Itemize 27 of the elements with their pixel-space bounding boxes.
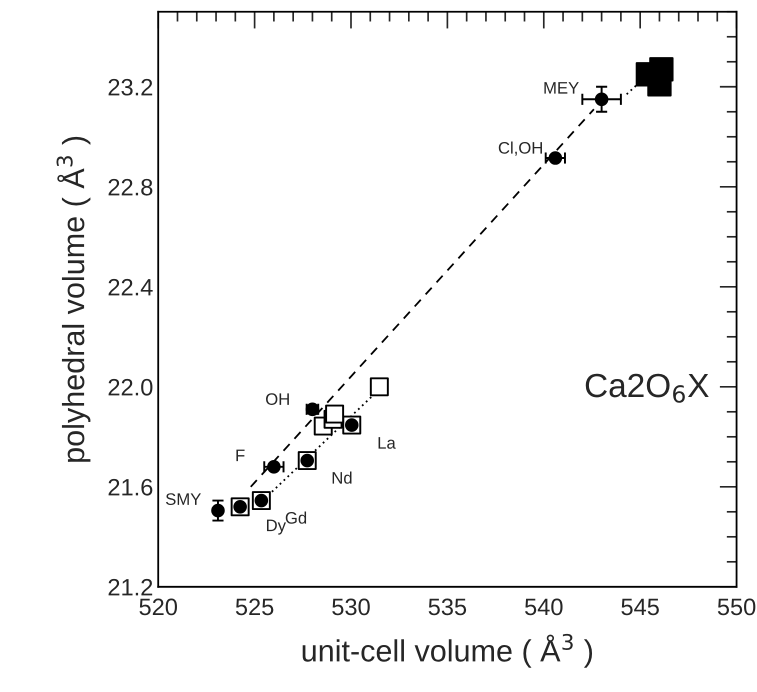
x-tick-label: 525 <box>236 598 274 616</box>
x-tick-label: 530 <box>332 598 370 616</box>
y-axis-title: polyhedral volume ( Å$^{3}$ ) <box>56 136 90 462</box>
annotation: MEY <box>544 82 579 94</box>
annotation: SMY <box>166 493 201 506</box>
annotation: F <box>236 450 245 462</box>
x-tick-label: 535 <box>428 598 466 616</box>
y-tick-label: 23.2 <box>108 78 152 96</box>
point <box>325 404 344 424</box>
y-tick-label: 22.4 <box>108 278 153 296</box>
y-tick-label: 21.2 <box>108 578 152 596</box>
annotation: Ca2O$_{6}$X <box>586 374 709 403</box>
x-axis-title: unit-cell volume ( Å$^{3}$ ) <box>302 634 592 668</box>
annotation: Cl,OH <box>498 142 542 156</box>
y-tick-label: 22.0 <box>108 378 152 396</box>
x-tick-label: 550 <box>718 598 756 616</box>
annotation: La <box>378 437 396 449</box>
x-tick-label: 520 <box>139 598 177 616</box>
annotation: Gd <box>286 512 306 524</box>
x-tick-label: 545 <box>621 598 659 616</box>
annotation: Nd <box>332 472 352 484</box>
point <box>370 377 389 396</box>
y-tick-label: 21.6 <box>108 478 152 496</box>
annotation: OH <box>266 393 289 406</box>
y-tick-label: 22.8 <box>108 178 152 196</box>
annotation: Dy <box>266 520 286 535</box>
x-tick-label: 540 <box>525 598 563 616</box>
